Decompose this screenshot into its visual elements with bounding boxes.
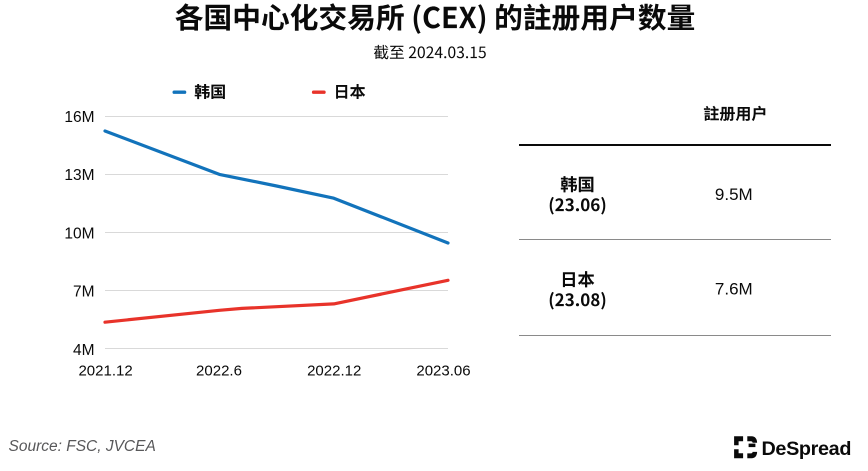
svg-text:2021.12: 2021.12: [78, 363, 132, 380]
svg-text:10M: 10M: [64, 225, 94, 242]
svg-text:2022.12: 2022.12: [307, 363, 361, 380]
svg-text:Source: FSC, JVCEA: Source: FSC, JVCEA: [9, 438, 156, 455]
svg-text:DeSpread: DeSpread: [762, 438, 852, 460]
svg-text:13M: 13M: [64, 167, 94, 184]
svg-text:4M: 4M: [73, 342, 95, 359]
svg-text:7.6M: 7.6M: [715, 280, 753, 299]
svg-text:2022.6: 2022.6: [196, 363, 242, 380]
svg-text:2023.06: 2023.06: [416, 363, 470, 380]
svg-text:16M: 16M: [64, 109, 94, 126]
svg-text:9.5M: 9.5M: [715, 185, 753, 204]
svg-text:7M: 7M: [73, 284, 95, 301]
